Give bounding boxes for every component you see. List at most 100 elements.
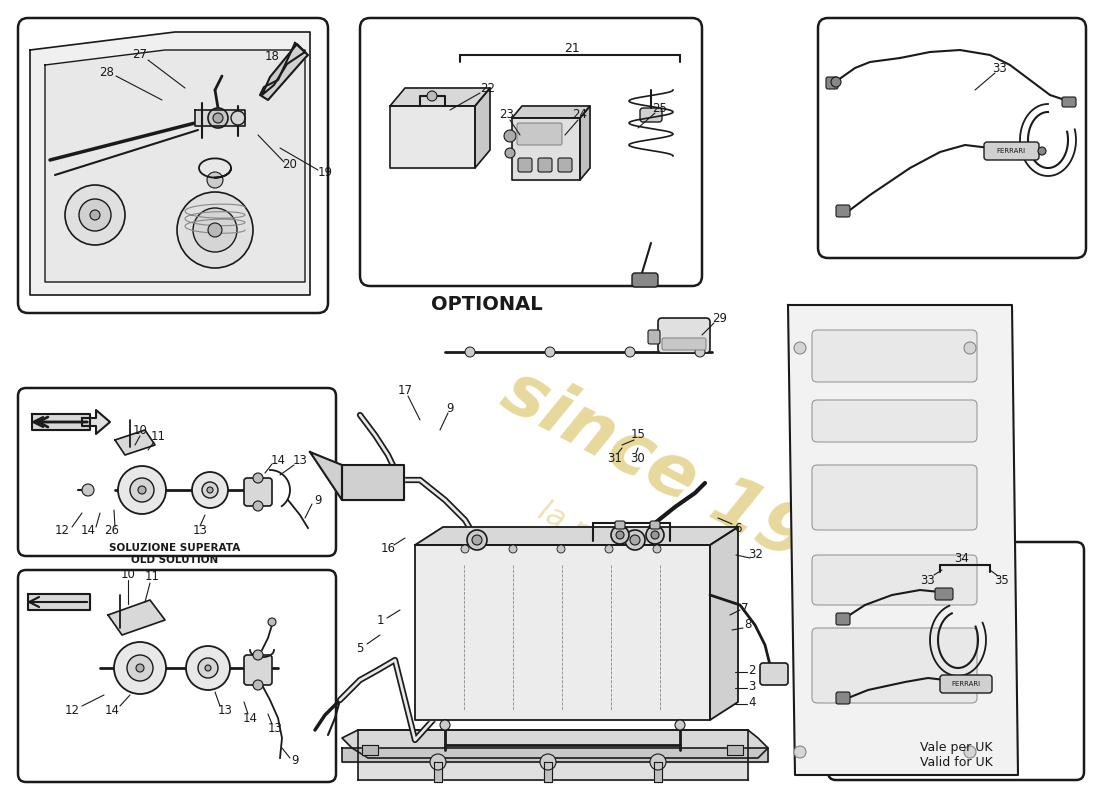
FancyBboxPatch shape [826,77,838,89]
FancyBboxPatch shape [360,18,702,286]
Circle shape [695,347,705,357]
Polygon shape [788,305,1018,775]
Text: 13: 13 [293,454,307,466]
FancyBboxPatch shape [558,158,572,172]
FancyBboxPatch shape [640,108,662,122]
Circle shape [964,342,976,354]
Circle shape [427,91,437,101]
Circle shape [268,618,276,626]
Text: 10: 10 [121,567,135,581]
Circle shape [1038,147,1046,155]
Circle shape [130,478,154,502]
Text: 10: 10 [133,423,147,437]
FancyBboxPatch shape [984,142,1040,160]
Polygon shape [116,430,155,455]
Polygon shape [195,110,245,126]
Text: 25: 25 [652,102,668,114]
Text: 31: 31 [607,451,623,465]
Polygon shape [390,106,475,168]
Circle shape [126,655,153,681]
Polygon shape [310,452,342,500]
Circle shape [253,650,263,660]
Circle shape [114,642,166,694]
FancyBboxPatch shape [836,613,850,625]
Polygon shape [342,730,768,758]
Circle shape [208,223,222,237]
Text: 20: 20 [283,158,297,171]
Polygon shape [108,600,165,635]
Text: FERRARI: FERRARI [997,148,1025,154]
FancyBboxPatch shape [662,338,706,350]
FancyBboxPatch shape [812,330,977,382]
Text: SOLUZIONE SUPERATA: SOLUZIONE SUPERATA [109,543,241,553]
Text: Valid for UK: Valid for UK [920,755,992,769]
Text: 5: 5 [356,642,364,654]
Text: 14: 14 [104,703,120,717]
Text: Vale per UK: Vale per UK [920,742,992,754]
Circle shape [616,531,624,539]
Text: 12: 12 [55,523,69,537]
Text: 26: 26 [104,523,120,537]
Circle shape [136,664,144,672]
Text: 9: 9 [315,494,321,506]
Circle shape [65,185,125,245]
Circle shape [213,113,223,123]
Polygon shape [710,527,738,720]
Polygon shape [654,762,662,782]
FancyBboxPatch shape [812,400,977,442]
Text: 19: 19 [318,166,332,178]
Polygon shape [358,730,748,780]
Text: 34: 34 [955,551,969,565]
FancyBboxPatch shape [18,388,336,556]
Text: 35: 35 [994,574,1010,586]
Circle shape [253,680,263,690]
Text: FERRARI: FERRARI [952,681,980,687]
Text: 13: 13 [192,523,208,537]
Circle shape [138,486,146,494]
Polygon shape [45,50,305,282]
Text: since 1985: since 1985 [491,357,910,623]
Circle shape [651,531,659,539]
Circle shape [430,754,446,770]
Circle shape [605,545,613,553]
Polygon shape [30,32,310,295]
Circle shape [468,530,487,550]
Polygon shape [32,414,90,430]
Circle shape [646,526,664,544]
Circle shape [610,526,629,544]
Circle shape [231,111,245,125]
FancyBboxPatch shape [517,123,562,145]
Polygon shape [434,762,442,782]
FancyBboxPatch shape [836,205,850,217]
Polygon shape [512,118,580,180]
Circle shape [472,535,482,545]
FancyBboxPatch shape [935,588,953,600]
Circle shape [79,199,111,231]
Polygon shape [415,527,738,545]
FancyBboxPatch shape [658,318,710,353]
Circle shape [198,658,218,678]
Text: OLD SOLUTION: OLD SOLUTION [131,555,219,565]
Text: 16: 16 [381,542,396,554]
Circle shape [625,530,645,550]
Text: 4: 4 [748,695,756,709]
Text: 27: 27 [132,49,147,62]
Circle shape [207,172,223,188]
Text: 6: 6 [735,522,741,534]
Text: la passion
for ferrari: la passion for ferrari [518,496,682,624]
Text: 18: 18 [265,50,279,63]
Text: 15: 15 [630,429,646,442]
Circle shape [90,210,100,220]
FancyBboxPatch shape [538,158,552,172]
Circle shape [557,545,565,553]
Text: 14: 14 [242,711,257,725]
Circle shape [794,746,806,758]
FancyBboxPatch shape [632,273,658,287]
Circle shape [440,720,450,730]
Circle shape [630,535,640,545]
Polygon shape [475,88,490,168]
FancyBboxPatch shape [812,465,977,530]
FancyBboxPatch shape [1062,97,1076,107]
Circle shape [253,473,263,483]
FancyBboxPatch shape [828,542,1084,780]
